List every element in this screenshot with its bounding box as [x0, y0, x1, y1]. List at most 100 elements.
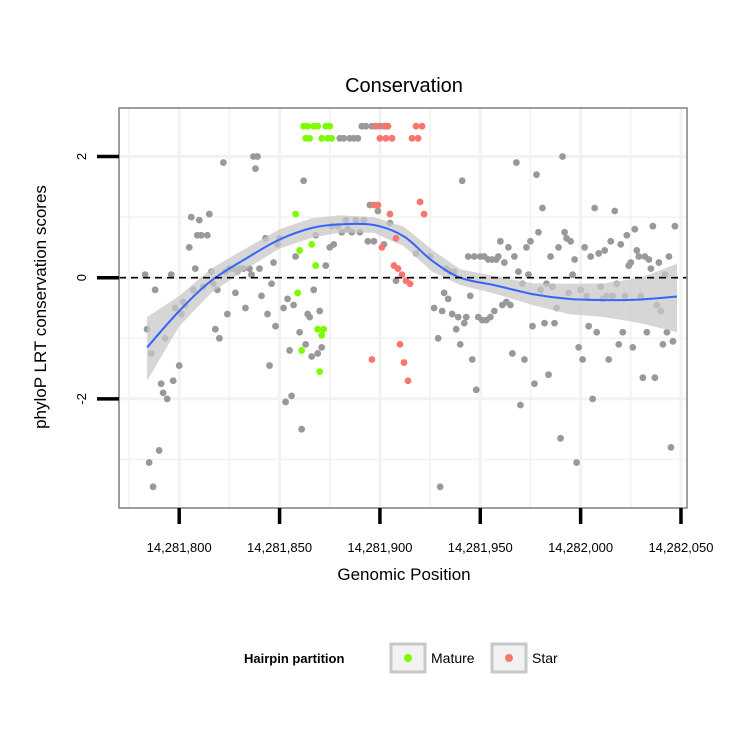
point-other	[460, 319, 468, 327]
point-other	[541, 319, 548, 327]
point-other	[436, 483, 444, 491]
y-axis-title: phyloP LRT conservation scores	[31, 185, 50, 429]
point-other	[374, 207, 382, 215]
point-mature	[312, 262, 320, 269]
point-other	[456, 340, 464, 348]
point-mature	[326, 122, 334, 130]
point-other	[571, 256, 579, 263]
point-star	[372, 122, 380, 130]
point-other	[515, 268, 522, 276]
point-other	[284, 295, 291, 303]
point-other	[591, 204, 599, 212]
point-other	[354, 134, 362, 142]
point-other	[438, 307, 446, 315]
point-other	[340, 134, 348, 142]
point-star	[392, 234, 400, 242]
point-star	[388, 134, 396, 142]
point-mature	[298, 347, 306, 354]
point-other	[292, 253, 300, 260]
point-other	[496, 237, 504, 245]
point-other	[527, 237, 534, 245]
point-other	[490, 307, 498, 315]
point-other	[306, 313, 314, 321]
point-other	[627, 259, 635, 266]
point-other	[494, 253, 502, 260]
point-other	[647, 265, 655, 273]
point-other	[531, 380, 538, 388]
smooth-line	[146, 222, 678, 349]
point-other	[296, 328, 304, 336]
point-other	[579, 356, 587, 363]
x-tick-label: 14,282,000	[548, 540, 613, 555]
x-axis: 14,281,800 14,281,850 14,281,900 14,281,950…	[147, 508, 714, 555]
point-other	[430, 304, 438, 312]
point-other	[155, 447, 163, 454]
point-other	[569, 271, 576, 279]
point-star	[396, 340, 404, 348]
smooth-confidence-ribbon	[147, 215, 678, 381]
point-other	[232, 289, 239, 297]
y-tick-label: 0	[74, 274, 89, 281]
point-other	[454, 313, 462, 321]
point-other	[298, 425, 306, 433]
point-other	[302, 340, 310, 348]
point-other	[159, 389, 167, 397]
y-tick-label: -2	[74, 393, 89, 405]
point-other	[581, 243, 589, 251]
point-other	[547, 253, 554, 260]
x-tick-label: 14,281,800	[147, 540, 212, 555]
y-tick-label: 2	[74, 153, 89, 160]
point-star	[382, 134, 390, 142]
point-other	[631, 225, 639, 233]
point-mature	[328, 134, 336, 142]
point-star	[408, 134, 416, 142]
point-other	[191, 265, 199, 273]
point-other	[508, 350, 516, 357]
point-other	[448, 310, 456, 318]
point-other	[635, 253, 643, 260]
legend-label-mature: Mature	[431, 650, 475, 666]
point-mature	[306, 134, 314, 142]
legend-label-star: Star	[532, 650, 558, 666]
point-other	[440, 289, 448, 297]
point-other	[529, 322, 536, 330]
point-mature	[314, 325, 322, 333]
point-other	[310, 286, 318, 294]
point-other	[169, 377, 177, 385]
point-other	[280, 304, 287, 312]
point-other	[663, 328, 671, 336]
point-other	[466, 292, 474, 300]
point-other	[567, 237, 574, 245]
point-other	[500, 259, 508, 266]
point-other	[587, 253, 595, 260]
point-other	[506, 301, 514, 309]
point-other	[215, 334, 223, 342]
point-other	[512, 159, 520, 166]
point-star	[420, 210, 428, 218]
point-other	[282, 398, 289, 406]
legend-dot-star	[505, 654, 513, 662]
chart-title: Conservation	[345, 75, 463, 97]
point-other	[149, 483, 157, 491]
x-tick-label: 14,281,950	[448, 540, 513, 555]
point-other	[242, 304, 249, 312]
point-other	[157, 380, 165, 388]
point-other	[175, 362, 183, 369]
point-star	[398, 271, 406, 279]
point-other	[458, 177, 466, 185]
point-other	[211, 325, 219, 333]
point-other	[197, 231, 205, 239]
x-tick-label: 14,282,050	[648, 540, 713, 555]
point-other	[248, 271, 255, 279]
point-other	[639, 374, 647, 382]
point-other	[318, 343, 326, 351]
point-other	[573, 459, 581, 466]
point-star	[404, 377, 412, 385]
point-other	[163, 395, 171, 403]
point-star	[394, 265, 402, 273]
point-other	[659, 340, 667, 348]
point-star	[376, 134, 384, 142]
point-other	[533, 171, 540, 179]
point-other	[605, 356, 613, 363]
point-other	[619, 328, 627, 336]
